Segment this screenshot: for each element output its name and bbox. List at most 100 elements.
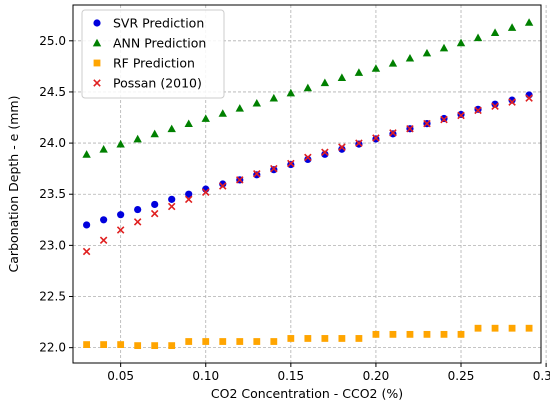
ann-prediction-point	[439, 43, 449, 52]
legend-marker	[93, 59, 101, 67]
svr-prediction-point	[338, 145, 346, 153]
rf-prediction-point	[151, 342, 159, 350]
svr-prediction-point	[508, 96, 516, 104]
ann-prediction-point	[371, 64, 381, 72]
rf-prediction-point	[338, 335, 346, 342]
legend-marker	[93, 79, 101, 87]
possan-2010-point	[184, 195, 193, 204]
ann-prediction-point	[507, 23, 517, 31]
x-tick-label: 0.25	[448, 369, 475, 383]
svr-prediction-point	[134, 205, 142, 214]
ann-prediction-point	[405, 53, 415, 62]
ann-prediction-point	[286, 88, 296, 97]
y-tick-label: 23.0	[39, 238, 66, 252]
rf-prediction-point	[236, 338, 244, 345]
rf-prediction-point	[202, 338, 210, 345]
legend-entry-label: RF Prediction	[113, 56, 195, 71]
possan-2010-point	[355, 139, 363, 147]
rf-prediction-point	[491, 324, 499, 332]
rf-prediction-point	[168, 342, 176, 350]
possan-2010-point	[270, 164, 278, 173]
x-tick-label: 0.20	[363, 369, 390, 383]
possan-2010-point	[406, 125, 414, 133]
rf-prediction-point	[253, 338, 261, 345]
possan-2010-series	[82, 94, 533, 256]
svr-prediction-series	[83, 91, 533, 229]
ann-prediction-point	[320, 78, 330, 87]
y-tick-label: 23.5	[39, 187, 66, 201]
x-tick-label: 0.15	[277, 369, 304, 383]
legend-marker	[93, 19, 101, 27]
ann-prediction-point	[82, 150, 91, 158]
rf-prediction-point	[185, 338, 193, 345]
ann-prediction-point	[422, 48, 432, 57]
rf-prediction-point	[321, 335, 329, 342]
rf-prediction-point	[134, 342, 142, 350]
rf-prediction-point	[389, 330, 397, 338]
possan-2010-point	[201, 188, 210, 196]
ann-prediction-point	[269, 93, 279, 102]
ann-prediction-point	[337, 73, 347, 81]
ann-prediction-point	[303, 83, 313, 92]
rf-prediction-point	[270, 338, 278, 345]
possan-2010-point	[508, 98, 516, 106]
ann-prediction-point	[133, 134, 142, 143]
possan-2010-point	[440, 115, 448, 124]
ann-prediction-point	[218, 109, 227, 117]
possan-2010-point	[116, 226, 125, 234]
possan-2010-point	[133, 218, 142, 226]
ann-prediction-point	[252, 98, 261, 107]
rf-prediction-point	[423, 330, 431, 338]
possan-2010-point	[389, 129, 397, 137]
ann-prediction-point	[524, 18, 534, 26]
y-tick-label: 22.5	[39, 290, 66, 304]
svr-prediction-point	[83, 221, 91, 229]
y-tick-label: 22.0	[39, 341, 66, 355]
rf-prediction-point	[287, 335, 295, 342]
rf-prediction-point	[219, 338, 227, 345]
ann-prediction-point	[456, 38, 466, 47]
ann-prediction-point	[201, 114, 210, 122]
rf-prediction-point	[457, 330, 465, 338]
possan-2010-point	[150, 209, 159, 218]
x-tick-label: 0.10	[192, 369, 219, 383]
legend: SVR Prediction ANN Prediction RF Predictio…	[81, 9, 225, 99]
possan-2010-point	[474, 106, 482, 115]
legend-marker	[92, 38, 102, 47]
possan-2010-point	[321, 148, 329, 157]
possan-2010-point	[253, 170, 261, 178]
possan-2010-point	[338, 143, 346, 151]
possan-2010-point	[287, 159, 295, 168]
plot-marks	[82, 18, 534, 350]
y-tick-label: 25.0	[39, 34, 66, 48]
svr-prediction-point	[151, 200, 159, 209]
possan-2010-point	[236, 176, 244, 184]
x-tick-label: 0.30	[533, 369, 550, 383]
svr-prediction-point	[168, 195, 176, 203]
svr-prediction-point	[491, 100, 499, 108]
rf-prediction-point	[100, 341, 108, 348]
ann-prediction-point	[473, 33, 483, 42]
possan-2010-point	[525, 94, 533, 102]
possan-2010-point	[218, 182, 227, 190]
possan-2010-point	[491, 102, 499, 111]
y-tick-label: 24.5	[39, 85, 66, 99]
rf-prediction-point	[83, 341, 91, 348]
possan-2010-point	[167, 202, 176, 211]
rf-prediction-point	[440, 330, 448, 338]
ann-prediction-point	[388, 59, 398, 67]
plot-area-frame	[72, 4, 542, 364]
ann-prediction-point	[354, 68, 364, 76]
ann-prediction-point	[116, 139, 125, 148]
ann-prediction-point	[184, 119, 193, 128]
x-tick-label: 0.05	[107, 369, 134, 383]
legend-entry-label: Possan (2010)	[113, 76, 202, 91]
possan-2010-point	[372, 134, 380, 142]
legend-entry-label: SVR Prediction	[113, 16, 204, 31]
legend-entry-label: ANN Prediction	[113, 36, 206, 51]
ann-prediction-point	[99, 145, 108, 153]
possan-2010-point	[457, 111, 465, 120]
rf-prediction-point	[117, 341, 125, 348]
x-axis-label: CO2 Concentration - CCO2 (%)	[211, 386, 403, 401]
svr-prediction-point	[117, 211, 125, 219]
